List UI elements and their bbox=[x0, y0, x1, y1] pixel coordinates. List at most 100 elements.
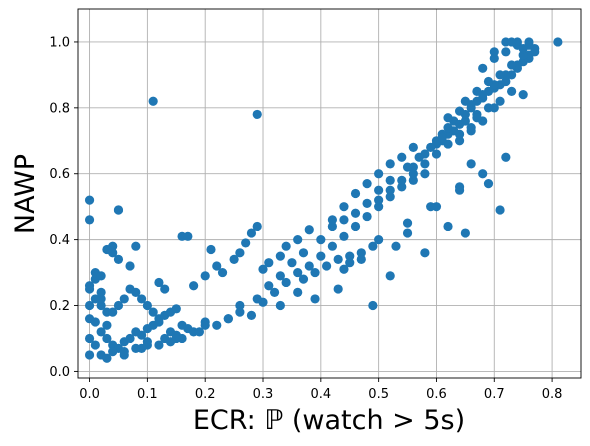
scatter-point bbox=[467, 159, 476, 168]
scatter-point bbox=[443, 113, 452, 122]
scatter-point bbox=[264, 258, 273, 267]
y-tick-label: 1.0 bbox=[49, 35, 70, 50]
scatter-point bbox=[247, 311, 256, 320]
scatter-point bbox=[386, 176, 395, 185]
scatter-point bbox=[403, 163, 412, 172]
x-tick-label: 0.6 bbox=[426, 387, 447, 402]
scatter-point bbox=[154, 340, 163, 349]
scatter-point bbox=[328, 215, 337, 224]
scatter-point bbox=[125, 261, 134, 270]
scatter-point bbox=[293, 235, 302, 244]
y-tick-label: 0.6 bbox=[49, 167, 70, 182]
scatter-point bbox=[461, 228, 470, 237]
scatter-point bbox=[287, 258, 296, 267]
scatter-point bbox=[472, 113, 481, 122]
scatter-point bbox=[345, 252, 354, 261]
scatter-point bbox=[102, 245, 111, 254]
scatter-point bbox=[374, 195, 383, 204]
scatter-point bbox=[495, 70, 504, 79]
scatter-point bbox=[235, 308, 244, 317]
y-axis-label: NAWP bbox=[10, 154, 41, 234]
scatter-point bbox=[362, 179, 371, 188]
scatter-point bbox=[183, 232, 192, 241]
scatter-point bbox=[282, 242, 291, 251]
scatter-point bbox=[102, 321, 111, 330]
scatter-point bbox=[137, 344, 146, 353]
scatter-point bbox=[426, 202, 435, 211]
scatter-point bbox=[91, 340, 100, 349]
scatter-point bbox=[386, 186, 395, 195]
scatter-point bbox=[507, 37, 516, 46]
scatter-point bbox=[206, 245, 215, 254]
scatter-point bbox=[316, 235, 325, 244]
scatter-point bbox=[305, 261, 314, 270]
scatter-point bbox=[131, 242, 140, 251]
x-tick-label: 0.7 bbox=[484, 387, 505, 402]
scatter-point bbox=[455, 182, 464, 191]
scatter-point bbox=[374, 169, 383, 178]
scatter-point bbox=[495, 205, 504, 214]
scatter-point bbox=[519, 44, 528, 53]
scatter-point bbox=[253, 222, 262, 231]
scatter-point bbox=[310, 294, 319, 303]
scatter-point bbox=[484, 77, 493, 86]
scatter-point bbox=[501, 47, 510, 56]
scatter-point bbox=[362, 212, 371, 221]
x-tick-label: 0.5 bbox=[368, 387, 389, 402]
scatter-point bbox=[415, 153, 424, 162]
x-tick-label: 0.2 bbox=[195, 387, 216, 402]
scatter-point bbox=[357, 255, 366, 264]
scatter-point bbox=[507, 60, 516, 69]
y-tick-label: 0.0 bbox=[49, 365, 70, 380]
scatter-point bbox=[172, 334, 181, 343]
scatter-point bbox=[553, 37, 562, 46]
scatter-point bbox=[403, 228, 412, 237]
scatter-point bbox=[224, 314, 233, 323]
scatter-point bbox=[276, 271, 285, 280]
scatter-point bbox=[501, 153, 510, 162]
scatter-point bbox=[490, 103, 499, 112]
scatter-point bbox=[102, 354, 111, 363]
scatter-point bbox=[478, 64, 487, 73]
scatter-point bbox=[85, 195, 94, 204]
scatter-point bbox=[478, 169, 487, 178]
scatter-point bbox=[97, 271, 106, 280]
scatter-point bbox=[334, 255, 343, 264]
x-tick-label: 0.0 bbox=[79, 387, 100, 402]
scatter-point bbox=[351, 189, 360, 198]
scatter-point bbox=[276, 252, 285, 261]
y-tick-label: 0.4 bbox=[49, 233, 70, 248]
scatter-point bbox=[339, 265, 348, 274]
scatter-point bbox=[235, 248, 244, 257]
scatter-point bbox=[339, 232, 348, 241]
scatter-point bbox=[420, 169, 429, 178]
scatter-point bbox=[85, 314, 94, 323]
scatter-point bbox=[438, 133, 447, 142]
scatter-point bbox=[397, 176, 406, 185]
scatter-point bbox=[218, 268, 227, 277]
scatter-point bbox=[339, 215, 348, 224]
scatter-point bbox=[253, 110, 262, 119]
scatter-point bbox=[85, 350, 94, 359]
scatter-point bbox=[212, 321, 221, 330]
x-tick-label: 0.4 bbox=[310, 387, 331, 402]
scatter-point bbox=[85, 281, 94, 290]
scatter-point bbox=[374, 186, 383, 195]
scatter-point bbox=[351, 222, 360, 231]
scatter-point bbox=[97, 288, 106, 297]
scatter-point bbox=[455, 107, 464, 116]
scatter-point bbox=[305, 225, 314, 234]
scatter-point bbox=[120, 294, 129, 303]
scatter-point bbox=[85, 215, 94, 224]
scatter-point bbox=[339, 202, 348, 211]
scatter-point bbox=[172, 304, 181, 313]
scatter-point bbox=[519, 90, 528, 99]
scatter-point bbox=[241, 238, 250, 247]
scatter-point bbox=[293, 268, 302, 277]
scatter-point bbox=[253, 294, 262, 303]
y-tick-label: 0.2 bbox=[49, 299, 70, 314]
scatter-point bbox=[362, 199, 371, 208]
scatter-point bbox=[276, 301, 285, 310]
scatter-point bbox=[264, 281, 273, 290]
